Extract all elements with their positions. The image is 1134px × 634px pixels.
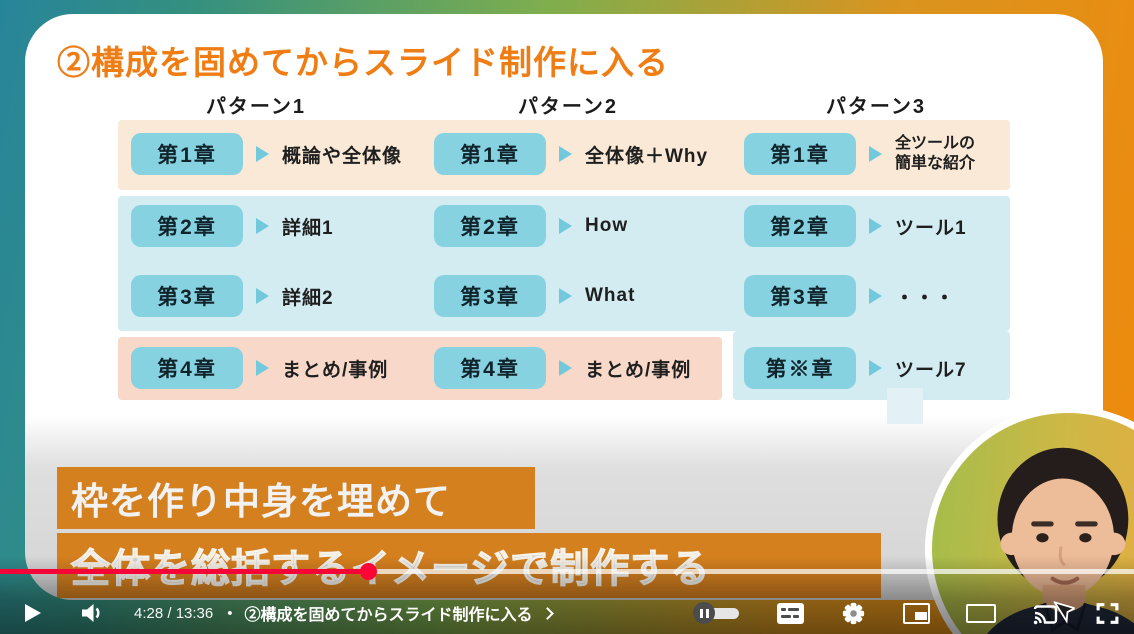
- theater-mode-button[interactable]: [966, 603, 996, 623]
- chapter-badge: 第2章: [434, 205, 546, 247]
- arrow-right-icon: [256, 218, 269, 234]
- row-desc: 全ツールの 簡単な紹介: [895, 135, 976, 172]
- seek-bar-played: [0, 569, 368, 574]
- time-display: 4:28 / 13:36: [134, 604, 214, 622]
- volume-button[interactable]: [78, 600, 104, 626]
- row-desc: What: [585, 285, 636, 306]
- pattern-2-row-2: 第2章 How: [434, 205, 628, 247]
- chapter-title-button[interactable]: ②構成を固めてからスライド制作に入る: [244, 601, 554, 625]
- gear-icon: [842, 602, 865, 624]
- pattern-1-row-2: 第2章 詳細1: [131, 205, 334, 247]
- slide-title: ②構成を固めてからスライド制作に入る: [57, 44, 669, 81]
- chapter-badge: 第3章: [434, 275, 546, 317]
- chapter-badge: 第1章: [131, 133, 243, 175]
- row-desc: 概論や全体像: [282, 145, 403, 167]
- pattern-3-row-2: 第2章 ツール1: [744, 205, 967, 247]
- arrow-right-icon: [256, 288, 269, 304]
- chapter-badge: 第3章: [131, 275, 243, 317]
- chapter-badge: 第※章: [744, 347, 856, 389]
- pattern-2-row-1: 第1章 全体像＋Why: [434, 133, 708, 175]
- arrow-right-icon: [869, 360, 882, 376]
- row-desc: ツール7: [895, 359, 967, 381]
- row-desc: ・・・: [895, 287, 956, 309]
- arrow-right-icon: [559, 218, 572, 234]
- arrow-right-icon: [256, 360, 269, 376]
- autoplay-knob-pause-icon: [693, 602, 715, 624]
- pattern-1-row-4: 第4章 まとめ/事例: [131, 347, 388, 389]
- pattern-1-header: パターン1: [205, 96, 307, 118]
- subtitles-button[interactable]: [777, 602, 804, 624]
- play-button[interactable]: [18, 600, 44, 626]
- autoplay-toggle[interactable]: [693, 602, 741, 624]
- arrow-right-icon: [869, 218, 882, 234]
- row-desc: 詳細2: [282, 287, 334, 309]
- right-controls: [693, 600, 1120, 627]
- pattern-3-header: パターン3: [825, 96, 927, 118]
- arrow-right-icon: [869, 288, 882, 304]
- pattern-3-row-4: 第※章 ツール7: [744, 347, 967, 389]
- pattern-3-row-1: 第1章 全ツールの 簡単な紹介: [744, 133, 975, 175]
- pattern-2-header: パターン2: [517, 96, 619, 118]
- chapter-badge: 第2章: [131, 205, 243, 247]
- row-desc: まとめ/事例: [282, 359, 389, 381]
- chapter-title: ②構成を固めてからスライド制作に入る: [244, 607, 533, 624]
- chapter-badge: 第3章: [744, 275, 856, 317]
- chapter-separator: •: [227, 604, 233, 622]
- chapter-badge: 第4章: [131, 347, 243, 389]
- chapter-badge: 第1章: [744, 133, 856, 175]
- chapter-badge: 第4章: [434, 347, 546, 389]
- player-controls: 4:28 / 13:36 • ②構成を固めてからスライド制作に入る: [0, 592, 1134, 634]
- row-desc: 詳細1: [282, 217, 334, 239]
- fullscreen-button[interactable]: [1095, 601, 1120, 626]
- decor-square: [887, 388, 923, 424]
- arrow-right-icon: [869, 146, 882, 162]
- row-desc: 全体像＋Why: [585, 145, 709, 167]
- row-desc: まとめ/事例: [585, 359, 692, 381]
- autoplay-track: [703, 608, 739, 619]
- chevron-right-icon: [540, 606, 554, 620]
- settings-button[interactable]: [840, 600, 867, 627]
- chapter-badge: 第1章: [434, 133, 546, 175]
- mouse-cursor: [1052, 597, 1080, 632]
- arrow-right-icon: [559, 360, 572, 376]
- arrow-right-icon: [559, 288, 572, 304]
- pattern-1-row-3: 第3章 詳細2: [131, 275, 334, 317]
- row-desc: How: [585, 215, 629, 236]
- arrow-right-icon: [559, 146, 572, 162]
- pattern-3-row-3: 第3章 ・・・: [744, 275, 955, 317]
- pattern-2-row-4: 第4章 まとめ/事例: [434, 347, 691, 389]
- seek-handle[interactable]: [360, 563, 377, 580]
- miniplayer-button[interactable]: [903, 602, 930, 624]
- chapter-badge: 第2章: [744, 205, 856, 247]
- arrow-right-icon: [256, 146, 269, 162]
- pattern-1-row-1: 第1章 概論や全体像: [131, 133, 402, 175]
- caption-banner-top: 枠を作り中身を埋めて: [57, 467, 535, 529]
- seek-bar[interactable]: [0, 563, 1134, 580]
- row-desc: ツール1: [895, 217, 967, 239]
- cast-button[interactable]: [1032, 602, 1059, 625]
- pattern-2-row-3: 第3章 What: [434, 275, 635, 317]
